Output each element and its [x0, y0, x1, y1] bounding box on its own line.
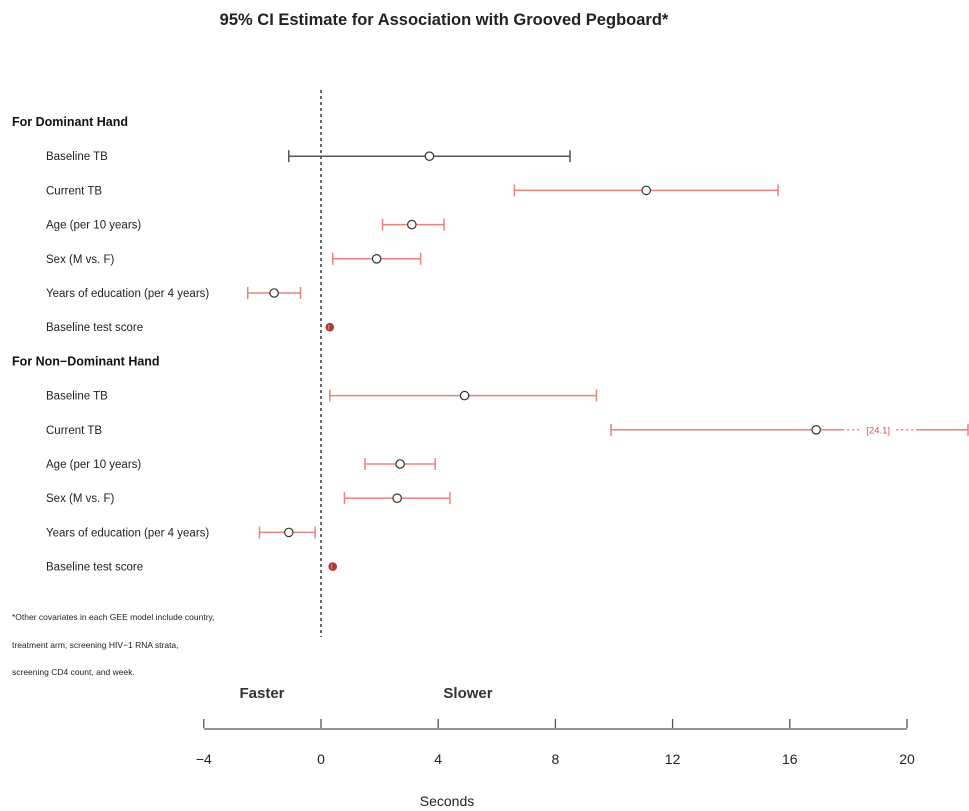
group-label: For Dominant Hand	[12, 115, 128, 129]
x-tick-label: 8	[552, 751, 560, 767]
faster-label: Faster	[239, 685, 284, 702]
row-label: Age (per 10 years)	[46, 459, 141, 471]
row-label: Baseline test score	[46, 322, 143, 334]
point-estimate	[395, 459, 405, 469]
point-estimate	[811, 424, 821, 435]
x-axis: −4 0 4 8 12 16 20	[196, 719, 915, 767]
point-estimate	[325, 322, 335, 332]
row-labels: For Dominant Hand Baseline TB Current TB Ag…	[12, 115, 209, 574]
point-estimate	[424, 151, 435, 161]
x-tick-label: −4	[196, 751, 212, 767]
row-label: Baseline TB	[46, 151, 108, 163]
footnote: *Other covariates in each GEE model incl…	[12, 612, 215, 677]
x-tick-label: 16	[782, 751, 798, 767]
row-label: Sex (M vs. F)	[46, 254, 115, 266]
point-estimate	[459, 390, 470, 401]
footnote-line-2: treatment arm, screening HIV−1 RNA strat…	[12, 640, 179, 650]
point-estimate	[392, 493, 402, 503]
x-tick-label: 0	[317, 751, 325, 767]
row-label: Current TB	[46, 425, 102, 437]
row-label: Baseline TB	[46, 391, 108, 403]
point-estimate	[269, 288, 279, 298]
x-axis-title: Seconds	[420, 793, 474, 809]
chart-title: 95% CI Estimate for Association with Gro…	[220, 11, 669, 29]
row-label: Age (per 10 years)	[46, 220, 141, 232]
row-label: Years of education (per 4 years)	[46, 527, 209, 539]
row-label: Sex (M vs. F)	[46, 493, 115, 505]
row-label: Current TB	[46, 185, 102, 197]
row-label: Baseline test score	[46, 562, 143, 574]
x-tick-label: 4	[434, 751, 442, 767]
x-tick-label: 12	[665, 751, 681, 767]
point-estimate	[283, 527, 294, 538]
group-label: For Non−Dominant Hand	[12, 354, 160, 368]
point-estimate	[371, 253, 382, 264]
ci-marks: [24.1]	[247, 150, 969, 571]
slower-label: Slower	[443, 685, 492, 702]
footnote-line-3: screening CD4 count, and week.	[12, 667, 135, 677]
point-estimate	[641, 185, 652, 196]
point-estimate	[328, 562, 338, 571]
point-estimate	[407, 219, 417, 230]
ci-upper-annotation: [24.1]	[866, 425, 890, 436]
x-tick-label: 20	[899, 751, 915, 767]
footnote-line-1: *Other covariates in each GEE model incl…	[12, 612, 215, 622]
row-label: Years of education (per 4 years)	[46, 288, 209, 300]
